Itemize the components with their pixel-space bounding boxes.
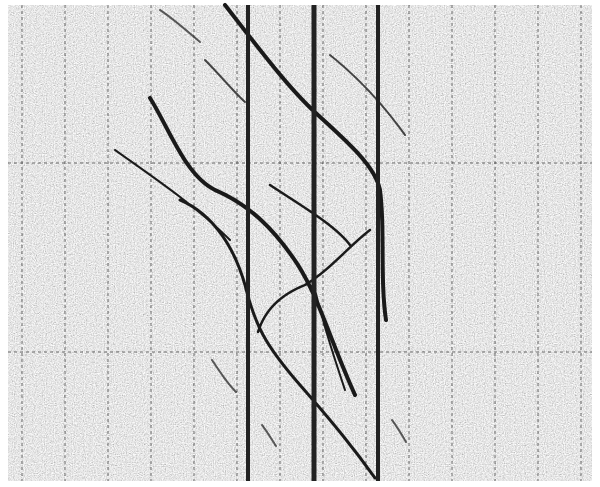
noise-field — [8, 5, 592, 481]
